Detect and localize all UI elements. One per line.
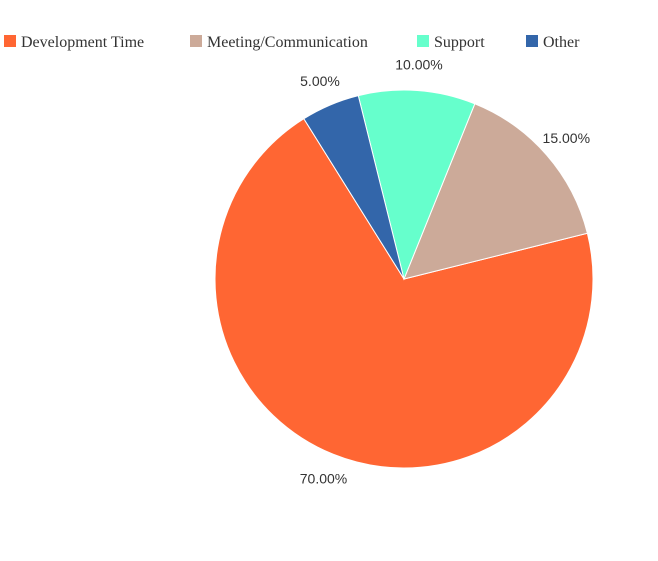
legend: Development Time Meeting/Communication Sup…: [4, 34, 580, 51]
legend-label-1: Meeting/Communication: [207, 34, 368, 51]
pie-slices: [214, 89, 594, 469]
legend-swatch-1: [190, 35, 202, 47]
legend-label-2: Support: [434, 34, 485, 51]
legend-swatch-0: [4, 35, 16, 47]
pie-slice-1: [403, 103, 588, 280]
legend-swatch-3: [526, 35, 538, 47]
pie-slice-3: [303, 95, 405, 280]
pie-value-label-0: 70.00%: [300, 470, 347, 486]
pie-slice-2: [357, 89, 476, 281]
pie-value-label-1: 15.00%: [543, 130, 590, 146]
pie-value-label-2: 10.00%: [395, 57, 442, 73]
legend-swatch-2: [417, 35, 429, 47]
legend-label-3: Other: [543, 34, 580, 51]
legend-label-0: Development Time: [21, 34, 144, 51]
pie-value-label-3: 5.00%: [300, 73, 340, 89]
pie-value-labels: 70.00% 15.00% 10.00% 5.00%: [300, 57, 590, 487]
pie-slice-0: [214, 118, 594, 469]
